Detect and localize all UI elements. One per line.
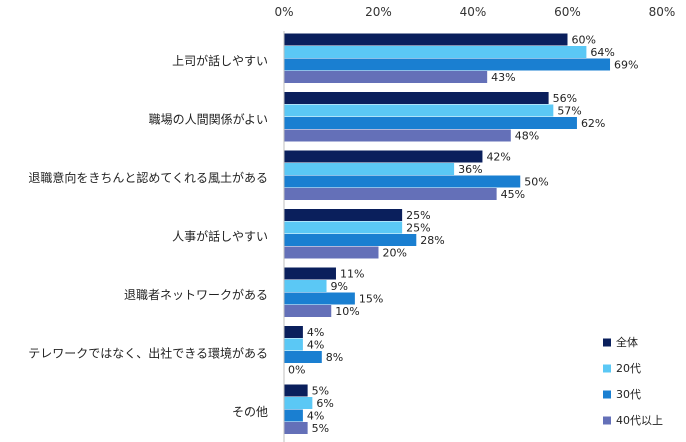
bar [284, 188, 497, 200]
bar [284, 175, 521, 188]
bar [284, 326, 303, 338]
bar [284, 129, 511, 142]
data-label: 48% [515, 129, 539, 142]
data-label: 62% [581, 117, 605, 130]
category-group: 上司が話しやすい 60%64%69% 43% [172, 33, 638, 84]
x-tick-label: 60% [554, 5, 581, 19]
data-label: 69% [614, 58, 638, 71]
data-label: 43% [491, 71, 515, 84]
bar [284, 234, 417, 246]
category-label: 退職意向をきちんと認めてくれる風土がある [28, 170, 268, 185]
data-label: 60% [572, 33, 596, 46]
bar [284, 104, 554, 117]
bar [284, 267, 336, 280]
bar [284, 46, 587, 58]
data-label: 4% [307, 409, 324, 422]
data-label: 42% [486, 150, 510, 163]
data-label: 64% [590, 46, 614, 59]
category-label: テレワークではなく、出社できる環境がある [28, 345, 268, 360]
legend-swatch [603, 416, 611, 425]
bar [284, 338, 303, 351]
data-label: 15% [359, 292, 383, 305]
data-label: 11% [340, 267, 364, 280]
data-label: 8% [326, 351, 343, 364]
bar [284, 351, 322, 363]
x-tick-label: 40% [460, 5, 487, 19]
category-group: 退職意向をきちんと認めてくれる風土がある 42% 36% 50%45% [28, 150, 548, 201]
x-tick-label: 0% [274, 5, 293, 19]
bar [284, 280, 327, 292]
category-label: 退職者ネットワークがある [124, 287, 268, 302]
bar [284, 305, 332, 317]
bar [284, 409, 303, 422]
data-label: 4% [307, 338, 324, 351]
data-label: 6% [316, 397, 333, 410]
legend-label: 20代 [616, 362, 641, 375]
data-label: 28% [420, 234, 444, 247]
bar [284, 292, 355, 305]
bar [284, 246, 379, 259]
category-label: 職場の人間関係がよい [149, 111, 268, 126]
bar [284, 384, 308, 397]
category-group: 退職者ネットワークがある 11%9% 15%10% [124, 267, 383, 318]
bar [284, 397, 313, 409]
legend-swatch [603, 364, 611, 373]
data-label: 25% [406, 221, 430, 234]
legend-label: 40代以上 [616, 414, 663, 427]
category-label: 人事が話しやすい [172, 228, 268, 243]
category-group: 職場の人間関係がよい 56%57%62% 48% [149, 92, 606, 143]
bar [284, 150, 483, 163]
bar [284, 117, 577, 129]
data-label: 56% [553, 92, 577, 105]
legend-label: 30代 [616, 388, 641, 401]
data-label: 9% [331, 280, 348, 293]
bar [284, 58, 611, 71]
x-tick-label: 80% [649, 5, 676, 19]
data-label: 4% [307, 326, 324, 339]
bar [284, 163, 455, 175]
data-label: 50% [524, 175, 548, 188]
legend-label: 全体 [616, 335, 638, 349]
data-label: 57% [557, 104, 581, 117]
data-label: 0% [288, 363, 305, 376]
data-label: 25% [406, 209, 430, 222]
legend-swatch [603, 390, 611, 399]
data-label: 5% [312, 384, 329, 397]
legend-swatch [603, 338, 611, 347]
data-label: 36% [458, 163, 482, 176]
bar [284, 221, 403, 234]
data-label: 10% [335, 305, 359, 318]
data-label: 5% [312, 422, 329, 435]
bar [284, 422, 308, 434]
bar [284, 71, 488, 83]
category-group: テレワークではなく、出社できる環境がある 4%4%8% 0% [28, 326, 343, 377]
bar [284, 33, 568, 46]
bar [284, 92, 549, 104]
data-label: 20% [383, 246, 407, 259]
x-tick-label: 20% [365, 5, 392, 19]
category-label: 上司が話しやすい [172, 53, 268, 68]
bar [284, 209, 403, 221]
data-label: 45% [501, 188, 525, 201]
category-label: その他 [232, 405, 268, 419]
